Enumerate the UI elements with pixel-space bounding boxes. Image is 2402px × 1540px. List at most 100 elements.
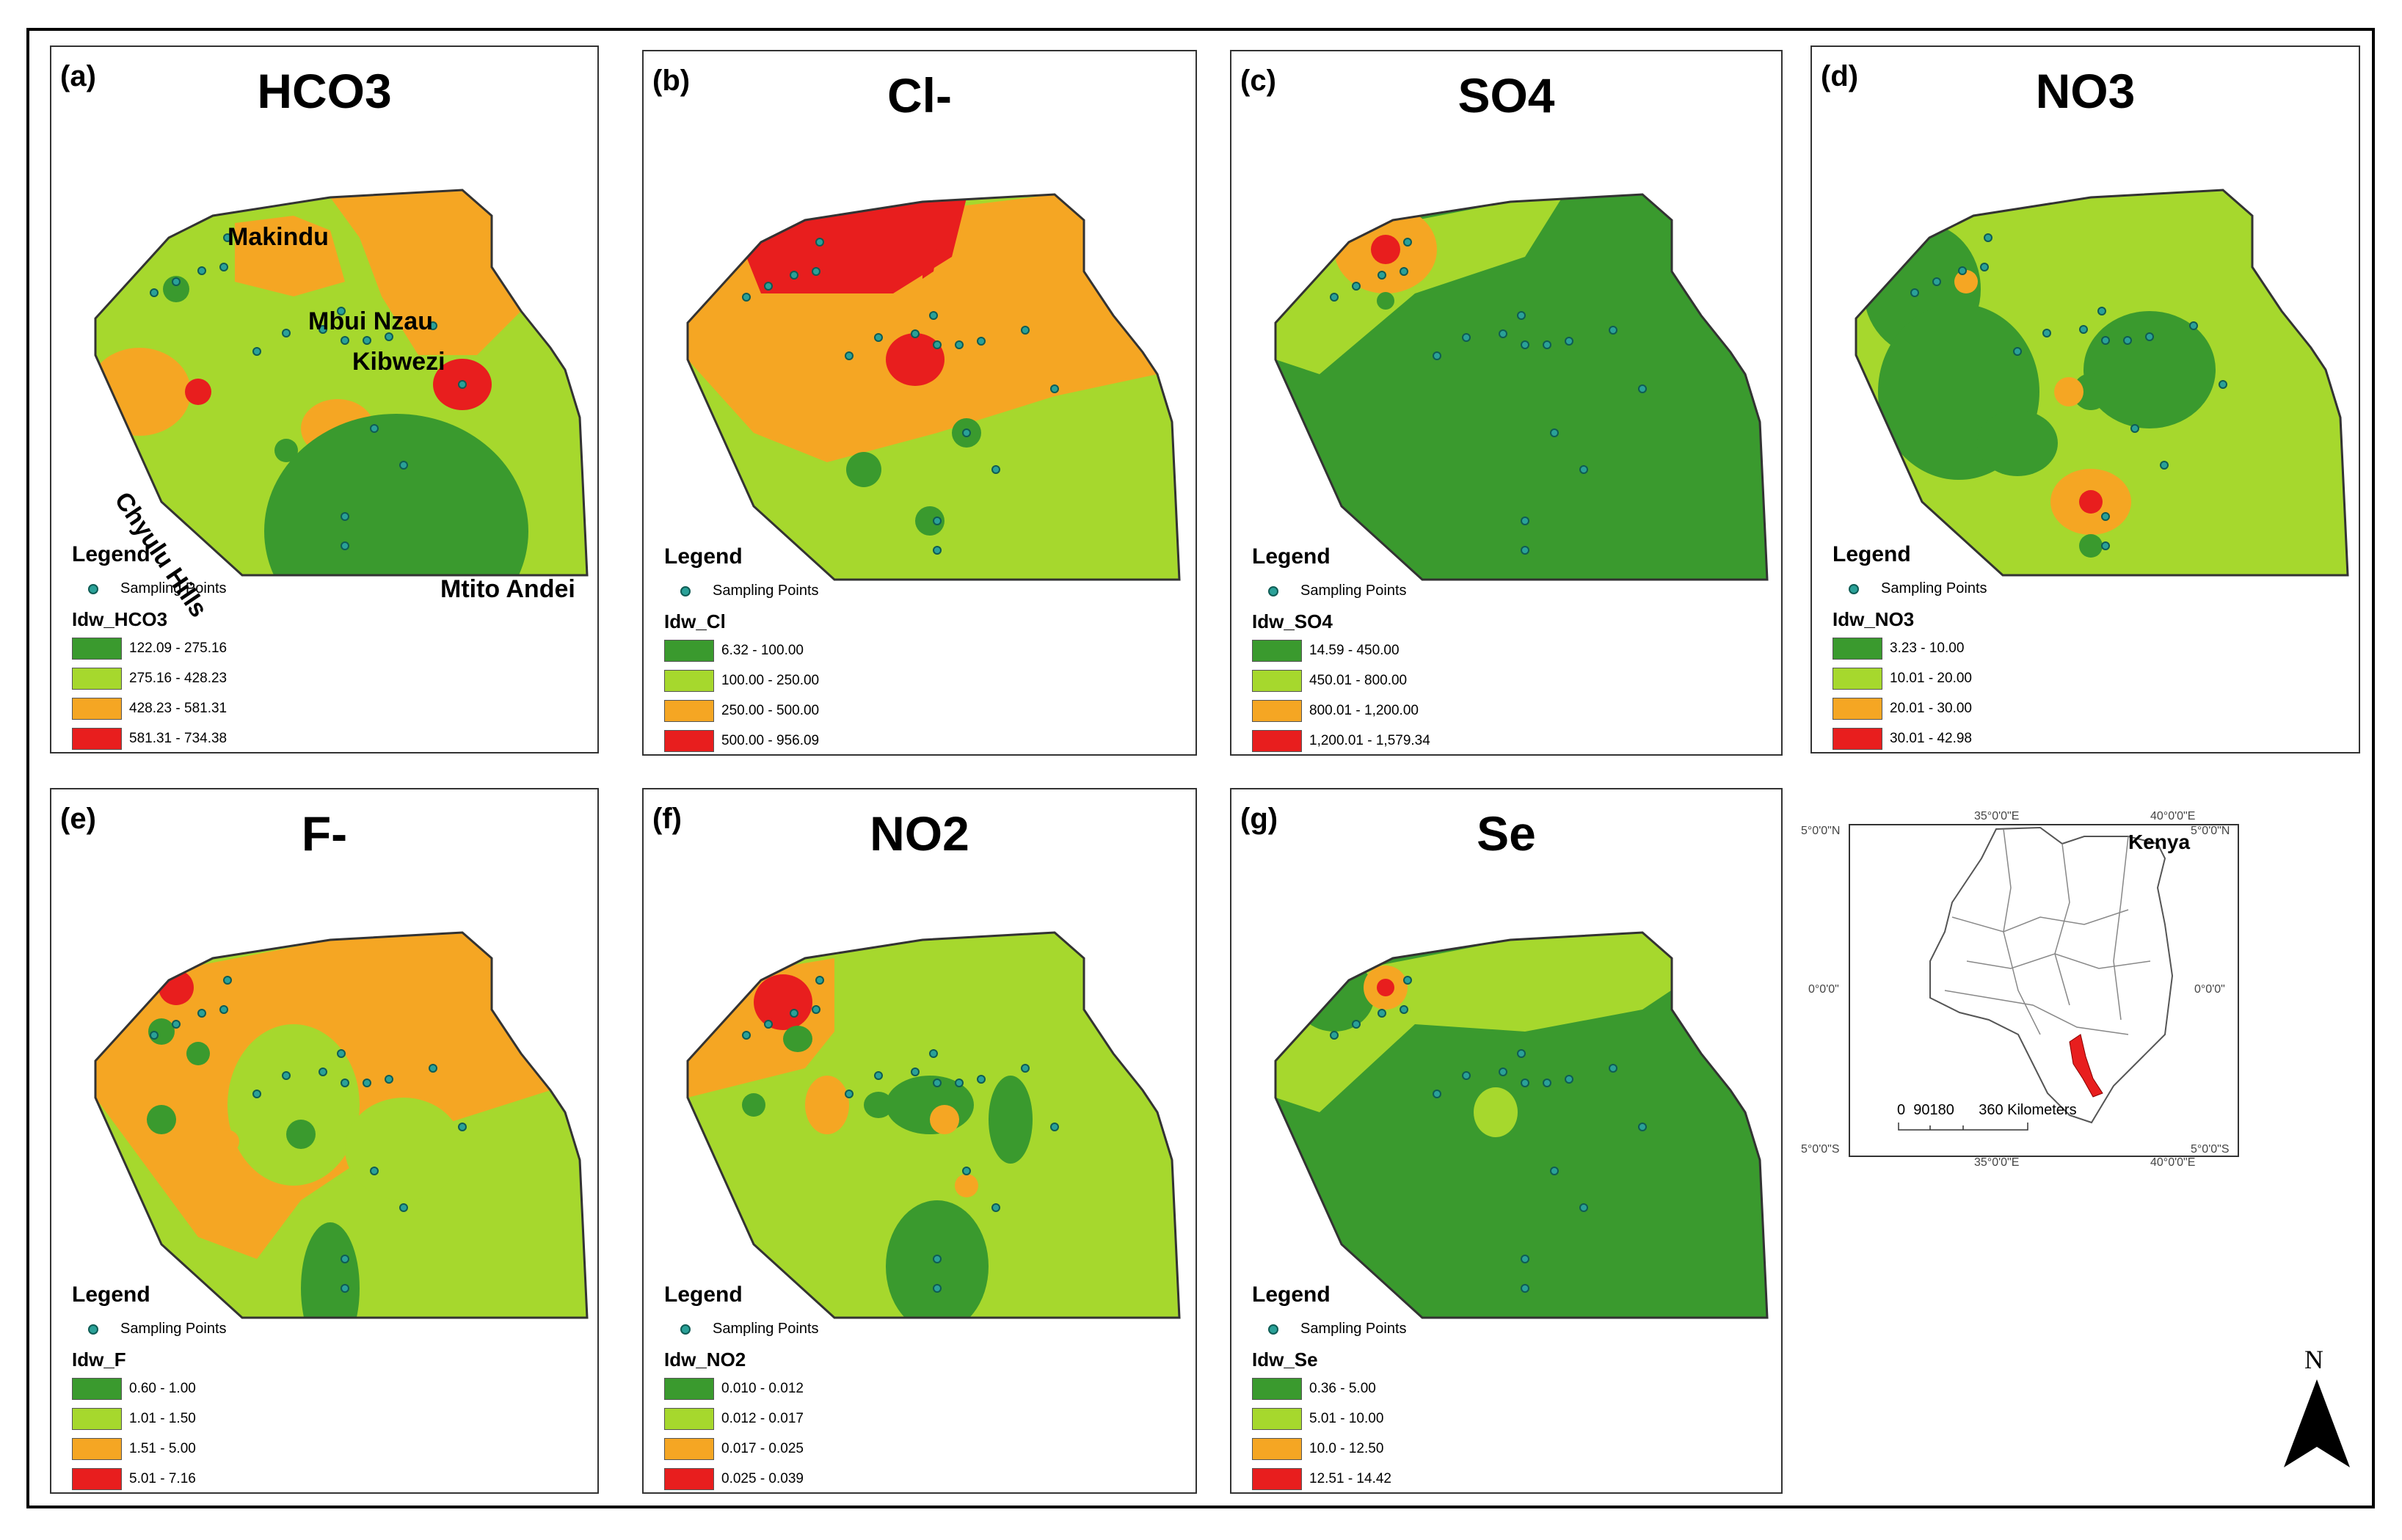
place-label: Mbui Nzau [308,307,433,335]
legend-class-row: 0.017 - 0.025 [664,1438,804,1460]
sampling-point [2101,512,2110,521]
legend-class-row: 100.00 - 250.00 [664,670,819,692]
sampling-point [1579,1203,1588,1212]
map-zone-6 [915,506,945,536]
study-area-outline [1855,189,2349,577]
panel-title: NO2 [870,806,969,861]
inset-lat-label-6: 5°0'0"S [2191,1143,2230,1156]
sampling-point [1984,233,1992,242]
map-panel-b: (b) Cl- Legend Sampling Points Idw_Cl 6.32 - … [642,50,1197,756]
sampling-point [845,351,854,360]
legend-title: Legend [1833,542,1911,566]
sampling-point [1543,340,1551,349]
sampling-point [252,347,261,356]
sampling-point [1932,277,1941,286]
sampling-point [2013,347,2022,356]
sampling-point [341,1284,349,1293]
legend-field-name: Idw_NO3 [1833,608,1915,630]
sampling-point [282,329,291,337]
panel-title: F- [301,806,348,861]
panel-title: HCO3 [257,64,392,118]
sampling-point [458,380,467,389]
map-zone-1 [754,974,812,1030]
legend-class-label: 0.36 - 5.00 [1309,1381,1376,1396]
sampling-point [812,1005,820,1014]
map-zone-9 [955,1174,978,1197]
map-panel-c: (c) SO4 Legend Sampling Points Idw_SO4 14.59 … [1230,50,1783,756]
sampling-point [319,1068,327,1076]
legend-class-row: 10.0 - 12.50 [1252,1438,1383,1460]
map-zone-10 [2054,377,2083,406]
legend-class-label: 250.00 - 500.00 [721,703,820,718]
kenya-country-shape [1929,826,2174,1124]
sampling-point [1521,517,1529,525]
legend-swatch [1833,668,1882,690]
panel-title: NO3 [2035,64,2136,118]
sampling-point [933,517,942,525]
legend-class-row: 0.010 - 0.012 [664,1378,804,1400]
sampling-point [341,512,349,521]
legend-swatch [664,700,714,722]
legend-class-row: 3.23 - 10.00 [1833,638,1964,660]
figure-frame [26,28,2375,1508]
north-arrow: N [2284,1344,2350,1470]
sampling-point [252,1090,261,1098]
sampling-point [2145,332,2154,341]
sampling-point [1521,1284,1529,1293]
sampling-point [1521,546,1529,555]
legend-swatch [1252,670,1302,692]
legend-class-row: 428.23 - 581.31 [72,698,227,720]
map-panel-f: (f) NO2 Legend Sampling Points Idw_NO2 0.010 … [642,788,1197,1494]
kenya-outline-svg [1849,824,2239,1157]
legend-title: Legend [664,544,743,569]
legend-class-row: 800.01 - 1,200.00 [1252,700,1419,722]
sampling-point [1958,266,1967,275]
legend-swatch [72,1378,122,1400]
idw-map-e [94,931,589,1319]
legend-swatch [72,1438,122,1460]
sampling-points-legend: Sampling Points [680,1321,819,1338]
legend-class-row: 122.09 - 275.16 [72,638,227,660]
sampling-point [911,329,920,338]
sampling-point [812,267,820,276]
sampling-point [150,288,159,297]
panel-label: (b) [652,65,691,97]
sampling-point [790,271,798,280]
legend-class-label: 1.01 - 1.50 [129,1411,196,1426]
sampling-point [815,976,824,985]
map-zone-3 [1377,292,1394,310]
legend-title: Legend [72,542,150,566]
map-zone-5 [186,1042,210,1065]
legend-class-row: 1.51 - 5.00 [72,1438,196,1460]
sampling-point [1579,465,1588,474]
legend-class-label: 581.31 - 734.38 [129,731,228,746]
sampling-point [1352,282,1361,291]
sampling-point [1403,976,1412,985]
sampling-point-symbol-icon [88,583,98,594]
sampling-point-symbol-icon [88,1324,98,1335]
legend-class-row: 0.012 - 0.017 [664,1408,804,1430]
legend-swatch [1252,1378,1302,1400]
map-zone-6 [886,1200,989,1318]
sampling-points-label: Sampling Points [120,580,227,596]
legend-class-label: 12.51 - 14.42 [1309,1471,1391,1486]
legend-class-label: 1.51 - 5.00 [129,1441,196,1456]
inset-lat-label-4: 5°0'0"N [2191,825,2230,837]
legend-class-label: 30.01 - 42.98 [1890,731,1972,746]
inset-lon-label-4: 40°0'0"E [2150,1156,2196,1169]
legend-swatch [1252,700,1302,722]
sampling-point [977,1075,986,1084]
sampling-point [1565,337,1573,346]
sampling-point [933,340,942,349]
inset-scale-bar [1898,1123,2028,1131]
inset-lat-label-5: 0°0'0" [2194,983,2225,996]
sampling-points-legend: Sampling Points [1849,580,1987,597]
inset-lon-label-2: 40°0'0"E [2150,810,2196,822]
legend-class-label: 0.010 - 0.012 [721,1381,804,1396]
map-zone-7 [163,276,189,302]
legend-class-label: 800.01 - 1,200.00 [1309,703,1419,718]
map-zone-7 [301,1222,360,1318]
sampling-points-label: Sampling Points [713,583,819,599]
sampling-point [1499,329,1507,338]
panel-title: SO4 [1457,68,1555,123]
